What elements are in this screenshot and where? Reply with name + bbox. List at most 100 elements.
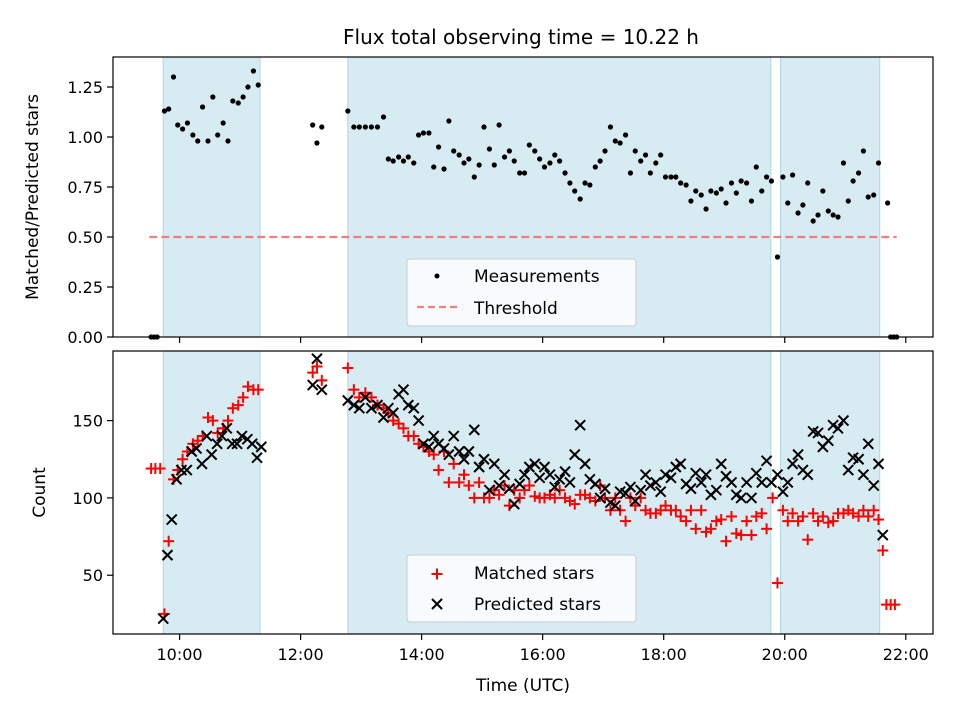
matched-star-point: [207, 415, 219, 427]
predicted-star-point: [715, 458, 727, 470]
measurement-point: [728, 180, 735, 186]
predicted-star-point: [644, 479, 657, 492]
matched-star-point: [589, 495, 601, 507]
matched-star-point: [483, 492, 495, 504]
measurement-point: [885, 200, 891, 206]
predicted-star-point: [564, 476, 576, 489]
measurement-point: [170, 74, 177, 80]
predicted-star-point: [316, 383, 328, 396]
y-tick-label: 1.25: [67, 78, 103, 97]
predicted-star-point: [488, 458, 500, 470]
measurement-point: [632, 148, 638, 154]
predicted-star-point: [549, 481, 561, 493]
measurement-point: [506, 148, 512, 154]
observing-interval-band: [162, 56, 261, 338]
measurement-point: [547, 160, 553, 166]
predicted-star-point: [412, 414, 425, 427]
measurement-point: [374, 124, 381, 130]
matched-star-point: [807, 507, 819, 519]
measurement-point: [431, 164, 437, 170]
measurement-point: [825, 208, 831, 214]
predicted-star-point: [226, 438, 238, 450]
measurement-point: [607, 124, 614, 130]
measurement-point: [642, 152, 649, 158]
x-tick-label: 18:00: [641, 645, 687, 664]
predicted-star-point: [165, 513, 178, 526]
y-tick-label: 0.25: [67, 278, 103, 297]
measurement-point: [830, 212, 836, 218]
measurement-point: [486, 146, 493, 152]
y-tick-label: 150: [72, 412, 103, 431]
measurement-point: [562, 170, 568, 176]
predicted-star-point: [832, 422, 844, 435]
observing-interval-band: [779, 56, 881, 338]
predicted-star-point: [161, 549, 174, 561]
measurement-point: [733, 190, 739, 196]
measurement-point: [356, 124, 362, 130]
predicted-star-point: [246, 438, 258, 450]
measurement-point: [532, 148, 538, 154]
measurement-point: [780, 174, 786, 180]
measurement-point: [805, 180, 811, 186]
predicted-star-point: [529, 458, 541, 470]
bottom-x-ticks: 10:00 12:00 14:00 16:00 18:00 20:00 22:00: [157, 634, 929, 664]
predicted-star-point: [771, 469, 784, 481]
matched-star-point: [877, 544, 889, 556]
predicted-star-point: [599, 482, 611, 495]
predicted-star-point: [423, 441, 435, 453]
measurement-point: [416, 132, 422, 138]
measurement-point: [602, 148, 608, 154]
measurement-point: [405, 154, 411, 160]
predicted-star-point: [700, 469, 712, 481]
matched-star-point: [715, 514, 727, 526]
measurement-point: [845, 198, 851, 204]
predicted-star-point: [523, 461, 536, 473]
y-tick-label: 1.00: [67, 128, 103, 147]
predicted-star-point: [553, 473, 566, 486]
matched-star-point: [690, 523, 702, 535]
bottom-legend: Matched stars Predicted stars: [406, 554, 637, 623]
predicted-star-point: [725, 476, 738, 489]
measurement-point: [319, 124, 325, 130]
matched-star-point: [853, 510, 865, 522]
matched-star-point: [342, 362, 354, 374]
measurement-point: [537, 156, 543, 162]
observing-interval-band: [162, 350, 261, 635]
measurement-point: [577, 196, 583, 202]
matched-star-point: [463, 480, 475, 492]
measurement-point: [763, 174, 770, 180]
matched-star-point: [468, 492, 480, 504]
measurement-point: [810, 218, 816, 224]
measurement-point: [240, 94, 246, 100]
measurement-point: [688, 198, 694, 204]
count-panel: 50 100 150 10:00 12:00 14:00 16:00 18:00 20:00 2…: [30, 350, 934, 696]
top-axes-frame: [112, 56, 934, 338]
predicted-star-point: [513, 478, 526, 490]
matched-star-point: [252, 384, 264, 396]
predicted-star-point: [483, 484, 496, 496]
matched-star-point: [827, 515, 839, 527]
predicted-star-point: [710, 484, 723, 496]
top-y-axis-label: Matched/Predicted stars: [23, 94, 43, 300]
measurement-point: [451, 148, 457, 154]
measurement-point: [693, 188, 699, 194]
matched-star-point: [730, 527, 742, 539]
matched-star-point: [569, 498, 581, 510]
measurement-point: [790, 172, 796, 178]
measurement-point: [481, 124, 487, 130]
measurement-point: [673, 174, 679, 180]
measurement-point: [435, 144, 442, 150]
predicted-star-point: [216, 430, 228, 442]
predicted-star-point: [371, 399, 384, 411]
matched-star-point: [549, 492, 561, 504]
measurement-point: [166, 106, 172, 112]
measurement-point: [875, 160, 882, 166]
measurement-point: [314, 140, 320, 146]
matched-star-point: [735, 529, 747, 541]
measurement-point: [840, 160, 847, 166]
matched-star-point: [761, 523, 773, 535]
predicted-star-point: [231, 438, 243, 450]
measurement-point: [456, 152, 462, 158]
measurement-point: [748, 198, 755, 204]
measurement-point: [255, 82, 261, 88]
